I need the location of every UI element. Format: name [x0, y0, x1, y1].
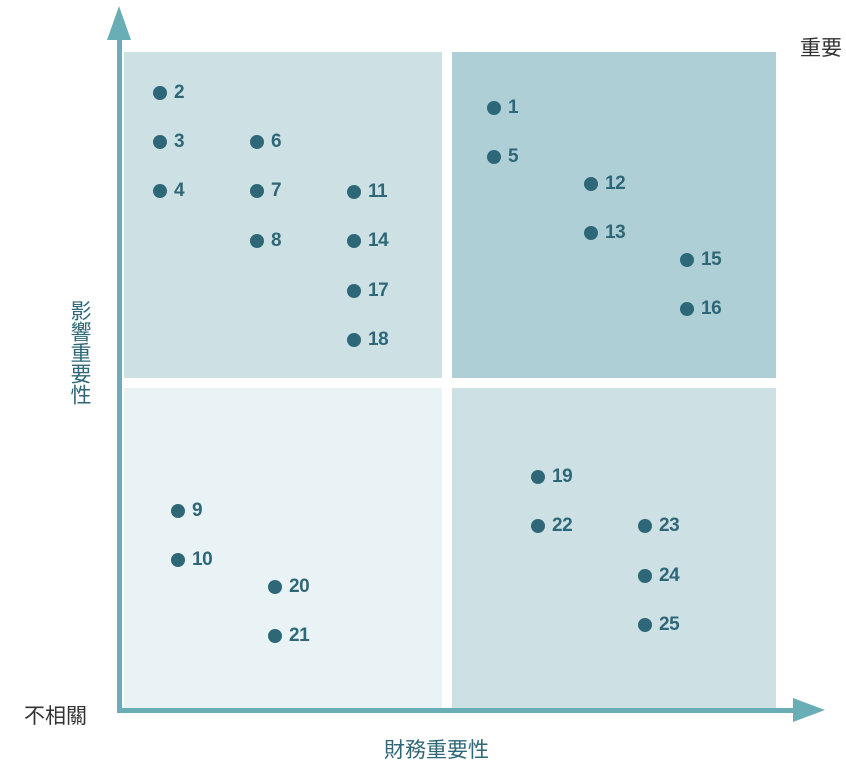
point-item: 8	[250, 229, 282, 253]
point-dot	[171, 504, 185, 518]
point-item: 13	[584, 221, 626, 245]
point-label: 21	[289, 625, 310, 646]
point-label: 11	[368, 181, 388, 202]
point-dot	[347, 333, 361, 347]
point-label: 9	[192, 500, 203, 521]
point-label: 17	[368, 280, 389, 301]
point-item: 11	[347, 180, 388, 204]
point-item: 25	[638, 613, 680, 637]
point-label: 20	[289, 576, 310, 597]
point-dot	[250, 135, 264, 149]
point-label: 15	[701, 249, 722, 270]
point-item: 1	[487, 96, 519, 120]
point-dot	[584, 177, 598, 191]
point-label: 2	[174, 82, 185, 103]
point-dot	[638, 569, 652, 583]
x-axis-arrow-icon	[793, 698, 825, 722]
point-label: 22	[552, 515, 573, 536]
point-dot	[531, 519, 545, 533]
y-axis-line	[117, 20, 122, 713]
point-dot	[531, 470, 545, 484]
point-label: 18	[368, 329, 389, 350]
point-dot	[487, 101, 501, 115]
point-label: 8	[271, 230, 282, 251]
point-item: 23	[638, 514, 680, 538]
point-dot	[487, 150, 501, 164]
label-irrelevant: 不相關	[24, 704, 87, 728]
x-axis-label: 財務重要性	[384, 738, 489, 762]
point-label: 5	[508, 146, 519, 167]
point-item: 3	[153, 130, 185, 154]
quadrant-bottom-left	[124, 388, 442, 708]
quadrant-top-right	[452, 52, 776, 378]
point-label: 25	[659, 614, 680, 635]
point-dot	[268, 629, 282, 643]
point-dot	[584, 226, 598, 240]
point-label: 24	[659, 565, 680, 586]
point-item: 6	[250, 130, 282, 154]
point-dot	[680, 302, 694, 316]
point-item: 7	[250, 179, 282, 203]
point-label: 7	[271, 180, 282, 201]
point-item: 20	[268, 575, 310, 599]
quadrant-top-left	[124, 52, 442, 378]
point-item: 9	[171, 499, 203, 523]
point-item: 15	[680, 248, 722, 272]
point-item: 14	[347, 229, 389, 253]
point-dot	[347, 234, 361, 248]
point-dot	[347, 185, 361, 199]
point-label: 1	[508, 97, 519, 118]
point-label: 19	[552, 466, 573, 487]
point-item: 2	[153, 81, 185, 105]
point-dot	[153, 86, 167, 100]
point-item: 5	[487, 145, 519, 169]
point-item: 12	[584, 172, 626, 196]
point-label: 12	[605, 173, 626, 194]
label-important: 重要	[800, 36, 842, 60]
point-item: 4	[153, 179, 185, 203]
point-label: 16	[701, 298, 722, 319]
point-item: 19	[531, 465, 573, 489]
point-label: 4	[174, 180, 185, 201]
point-item: 10	[171, 548, 213, 572]
point-dot	[347, 284, 361, 298]
point-label: 23	[659, 515, 680, 536]
point-dot	[153, 135, 167, 149]
point-label: 14	[368, 230, 389, 251]
point-item: 21	[268, 624, 310, 648]
point-item: 22	[531, 514, 573, 538]
point-item: 16	[680, 297, 722, 321]
y-axis-arrow-icon	[107, 6, 131, 40]
point-item: 24	[638, 564, 680, 588]
point-dot	[153, 184, 167, 198]
point-item: 17	[347, 279, 389, 303]
point-item: 18	[347, 328, 389, 352]
point-dot	[638, 519, 652, 533]
point-dot	[268, 580, 282, 594]
y-axis-label: 影響重要性	[68, 300, 92, 405]
point-dot	[250, 184, 264, 198]
point-label: 13	[605, 222, 626, 243]
point-dot	[638, 618, 652, 632]
quadrant-bottom-right	[452, 388, 776, 708]
point-label: 3	[174, 131, 185, 152]
point-dot	[680, 253, 694, 267]
point-dot	[250, 234, 264, 248]
point-label: 10	[192, 549, 213, 570]
x-axis-line	[117, 708, 807, 713]
point-dot	[171, 553, 185, 567]
point-label: 6	[271, 131, 282, 152]
